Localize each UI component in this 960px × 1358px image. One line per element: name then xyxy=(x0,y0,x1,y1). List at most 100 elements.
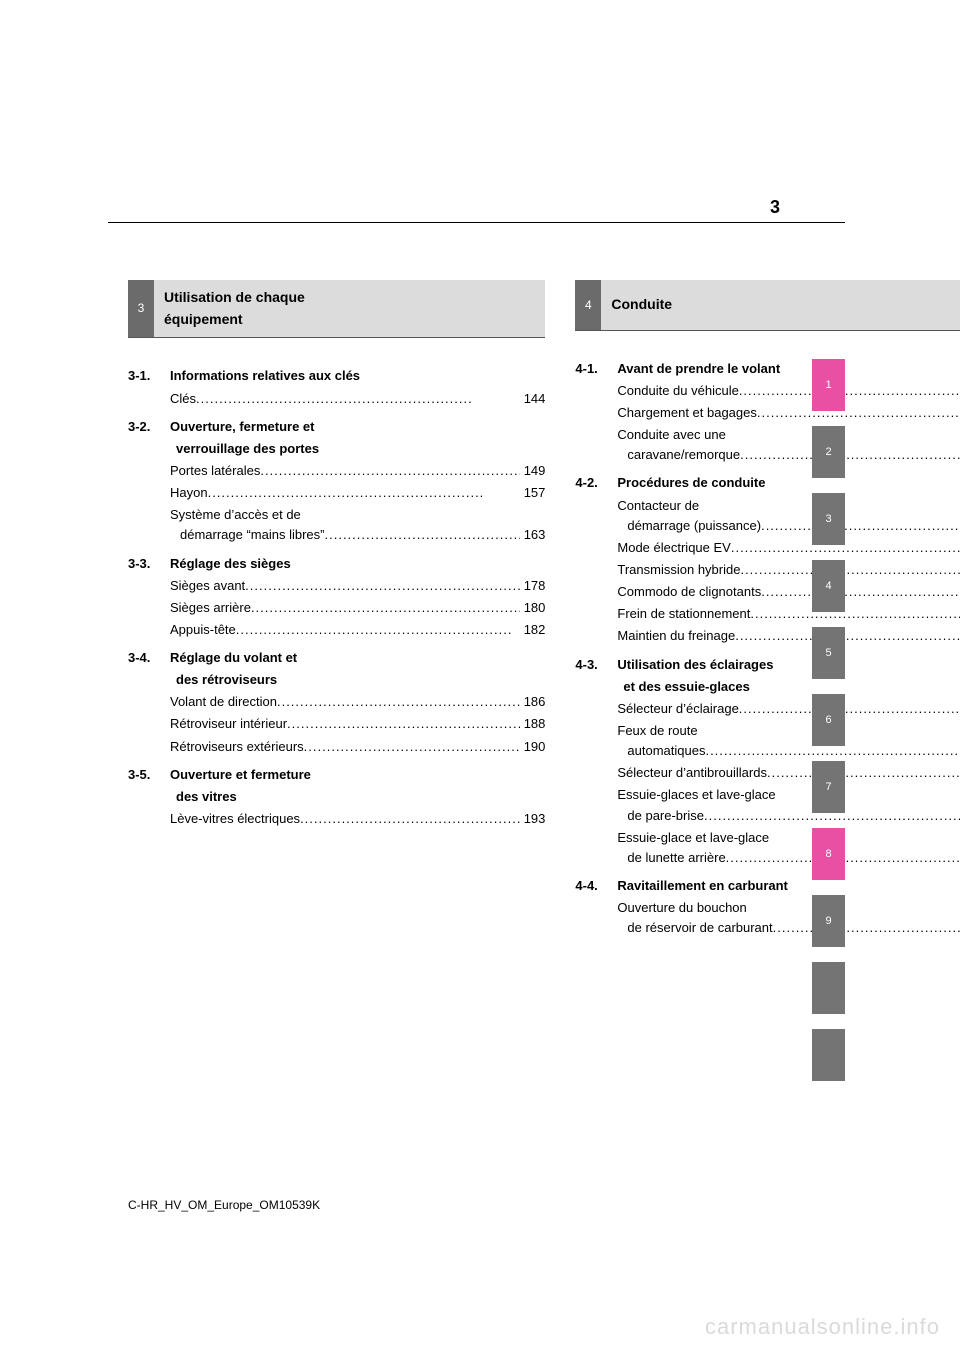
toc-entry-label: Sélecteur d’éclairage xyxy=(617,699,738,719)
toc-entry-label: Chargement et bagages xyxy=(617,403,756,423)
page-number: 3 xyxy=(770,197,780,218)
toc-section-heading: 4-2.Procédures de conduite xyxy=(575,473,960,493)
chapter-header: 4Conduite xyxy=(575,280,960,331)
toc-entry-label: Volant de direction xyxy=(170,692,277,712)
toc-entry-label: Hayon xyxy=(170,483,208,503)
toc-section-title: Ouverture et fermeture xyxy=(170,765,545,785)
toc-entry-label-cont: de lunette arrière xyxy=(627,848,725,868)
toc-dots: ........................................… xyxy=(208,483,520,503)
side-tab-3: 3 xyxy=(812,493,845,545)
toc-section-title: Ouverture, fermeture et xyxy=(170,417,545,437)
toc-dots: ........................................… xyxy=(236,620,520,640)
toc-entry-label: Conduite avec une xyxy=(617,425,960,445)
toc-dots: ........................................… xyxy=(761,516,960,536)
toc-entry: Contacteur dedémarrage (puissance) .....… xyxy=(575,496,960,536)
toc-section-title: Utilisation des éclairages xyxy=(617,655,960,675)
side-tab-1: 1 xyxy=(812,359,845,411)
toc-entry-label: Sièges arrière xyxy=(170,598,251,618)
chapter-title: Conduite xyxy=(601,280,960,330)
toc-entry-label: Frein de stationnement xyxy=(617,604,750,624)
toc-page-number: 180 xyxy=(520,598,546,618)
toc-entry-label: Contacteur de xyxy=(617,496,960,516)
toc-dots: ........................................… xyxy=(740,445,960,465)
toc-entry-label: Essuie-glace et lave-glace xyxy=(617,828,960,848)
toc-entry-label: Transmission hybride xyxy=(617,560,740,580)
toc-section-title: Informations relatives aux clés xyxy=(170,366,545,386)
toc-entry: Mode électrique EV .....................… xyxy=(575,538,960,558)
toc-dots: ........................................… xyxy=(735,626,960,646)
toc-section-number: 4-3. xyxy=(575,655,605,675)
toc-section-number: 4-1. xyxy=(575,359,605,379)
side-tab-8: 8 xyxy=(812,828,845,880)
side-tab-blank xyxy=(812,962,845,1014)
toc-section-number: 3-3. xyxy=(128,554,158,574)
toc-entry: Sélecteur d’éclairage ..................… xyxy=(575,699,960,719)
toc-section-title: Réglage du volant et xyxy=(170,648,545,668)
toc-dots: ........................................… xyxy=(287,714,520,734)
toc-section-title: Avant de prendre le volant xyxy=(617,359,960,379)
toc-entry: Maintien du freinage ...................… xyxy=(575,626,960,646)
toc-page-number: 186 xyxy=(520,692,546,712)
toc-section-heading: 3-3. Réglage des sièges xyxy=(128,554,545,574)
toc-section-number: 3-5. xyxy=(128,765,158,785)
toc-section-number: 3-4. xyxy=(128,648,158,668)
toc-entry-label: Essuie-glaces et lave-glace xyxy=(617,785,960,805)
toc-entry-label: Lève-vitres électriques xyxy=(170,809,300,829)
toc-entry: Sièges avant ...........................… xyxy=(128,576,545,596)
toc-entry: Système d’accès et dedémarrage “mains li… xyxy=(128,505,545,545)
toc-entry: Transmission hybride ...................… xyxy=(575,560,960,580)
toc-entry-label-cont: démarrage (puissance) xyxy=(627,516,761,536)
toc-dots: ........................................… xyxy=(304,737,520,757)
toc-entry: Sélecteur d’antibrouillards ............… xyxy=(575,763,960,783)
toc-entry-label: Rétroviseur intérieur xyxy=(170,714,287,734)
toc-entry-label-cont: automatiques xyxy=(627,741,705,761)
toc-section-heading: 3-2. Ouverture, fermeture et xyxy=(128,417,545,437)
toc-dots: ........................................… xyxy=(739,699,960,719)
toc-entry: Hayon ..................................… xyxy=(128,483,545,503)
toc-dots: ........................................… xyxy=(245,576,520,596)
toc-dots: ........................................… xyxy=(739,381,960,401)
toc-column-left: 3Utilisation de chaqueéquipement 3-1. Info… xyxy=(128,280,545,946)
toc-page-number: 182 xyxy=(520,620,546,640)
toc-entry: Frein de stationnement .................… xyxy=(575,604,960,624)
toc-entry-label: Conduite du véhicule xyxy=(617,381,738,401)
toc-page-number: 144 xyxy=(520,389,546,409)
toc-section-number: 3-1. xyxy=(128,366,158,386)
toc-section-title: Réglage des sièges xyxy=(170,554,545,574)
footer-code: C-HR_HV_OM_Europe_OM10539K xyxy=(128,1198,320,1212)
side-tab-4: 4 xyxy=(812,560,845,612)
toc-entry-label: Clés xyxy=(170,389,196,409)
toc-entry-label: Feux de route xyxy=(617,721,960,741)
side-tab-7: 7 xyxy=(812,761,845,813)
toc-entry-label: Sièges avant xyxy=(170,576,245,596)
toc-page-number: 188 xyxy=(520,714,546,734)
toc-entry-label: Rétroviseurs extérieurs xyxy=(170,737,304,757)
toc-column-right: 4Conduite4-1.Avant de prendre le volantC… xyxy=(575,280,960,946)
toc-section-heading: 3-5. Ouverture et fermeture xyxy=(128,765,545,785)
toc-entry: Essuie-glace et lave-glacede lunette arr… xyxy=(575,828,960,868)
header-rule xyxy=(108,222,845,223)
toc-section-title: Procédures de conduite xyxy=(617,473,960,493)
toc-section-number: 3-2. xyxy=(128,417,158,437)
toc-dots: ........................................… xyxy=(277,692,520,712)
toc-dots: ........................................… xyxy=(761,582,960,602)
toc-entry-label: Commodo de clignotants xyxy=(617,582,761,602)
side-tab-6: 6 xyxy=(812,694,845,746)
side-tab-blank xyxy=(812,1029,845,1081)
toc-entry: Commodo de clignotants .................… xyxy=(575,582,960,602)
toc-entry-label: Mode électrique EV xyxy=(617,538,730,558)
toc-section-subtitle: des vitres xyxy=(128,787,545,807)
toc-columns: 3Utilisation de chaqueéquipement 3-1. Info… xyxy=(128,280,828,946)
chapter-badge: 4 xyxy=(575,280,601,330)
toc-section-heading: 4-3. Utilisation des éclairages xyxy=(575,655,960,675)
toc-section-subtitle: et des essuie-glaces xyxy=(575,677,960,697)
chapter-title: Utilisation de chaqueéquipement xyxy=(154,280,545,337)
toc-entry: Feux de routeautomatiques ..............… xyxy=(575,721,960,761)
toc-section-title: Ravitaillement en carburant xyxy=(617,876,960,896)
chapter-header: 3Utilisation de chaqueéquipement xyxy=(128,280,545,338)
watermark: carmanualsonline.info xyxy=(705,1314,940,1340)
toc-entry-label: Sélecteur d’antibrouillards xyxy=(617,763,767,783)
toc-dots: ........................................… xyxy=(757,403,960,423)
toc-section-heading: 3-4. Réglage du volant et xyxy=(128,648,545,668)
toc-page-number: 163 xyxy=(520,525,546,545)
